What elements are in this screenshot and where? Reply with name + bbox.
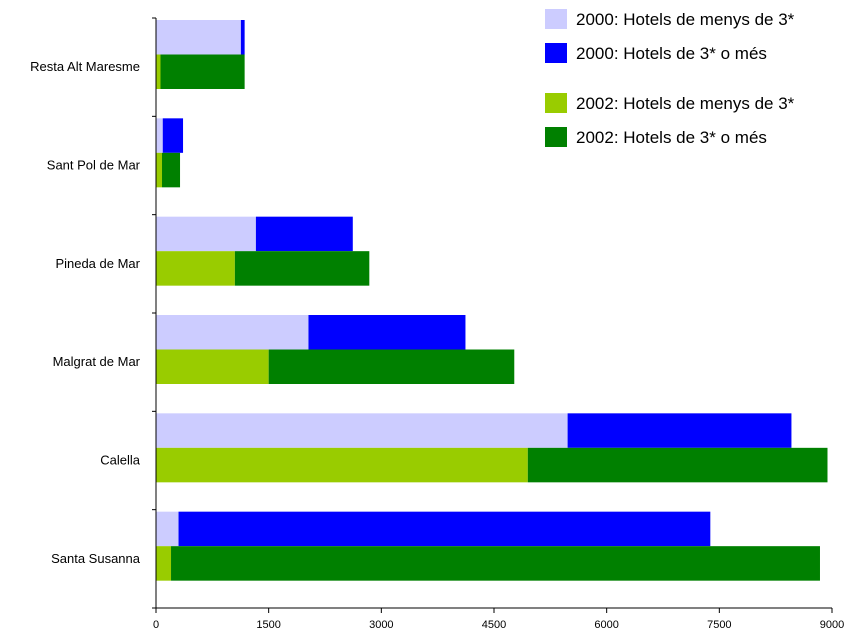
bar-malgrat-de-mar-2000-menys-3 bbox=[156, 315, 309, 350]
category-label-malgrat-de-mar: Malgrat de Mar bbox=[53, 354, 141, 369]
category-label-sant-pol-de-mar: Sant Pol de Mar bbox=[47, 158, 141, 173]
bar-sant-pol-de-mar-2002-3-o-mes bbox=[162, 152, 181, 188]
bars-layer bbox=[156, 20, 828, 581]
legend-swatch-1 bbox=[545, 9, 567, 29]
x-tick-label-9000: 9000 bbox=[820, 619, 844, 631]
bar-pineda-de-mar-2002-3-o-mes bbox=[234, 251, 370, 286]
bar-calella-2000-menys-3 bbox=[156, 413, 568, 448]
bar-pineda-de-mar-2002-menys-3 bbox=[156, 251, 235, 286]
x-tick-label-3000: 3000 bbox=[369, 619, 393, 631]
category-label-calella: Calella bbox=[100, 453, 141, 468]
category-label-pineda-de-mar: Pineda de Mar bbox=[55, 256, 140, 271]
bar-pineda-de-mar-2000-menys-3 bbox=[156, 216, 256, 252]
x-tick-label-6000: 6000 bbox=[594, 619, 618, 631]
bar-resta-alt-maresme-2000-menys-3 bbox=[156, 20, 241, 55]
bar-resta-alt-maresme-2000-3-o-mes bbox=[240, 20, 245, 55]
bar-calella-2000-3-o-mes bbox=[567, 413, 792, 448]
bar-resta-alt-maresme-2002-3-o-mes bbox=[160, 54, 245, 89]
bar-malgrat-de-mar-2000-3-o-mes bbox=[308, 315, 466, 350]
bar-santa-susanna-2002-3-o-mes bbox=[171, 546, 820, 581]
axes-layer: Resta Alt Maresme Sant Pol de Mar Pineda d… bbox=[30, 17, 844, 631]
bar-sant-pol-de-mar-2000-menys-3 bbox=[156, 118, 163, 153]
legend-swatch-4 bbox=[545, 127, 567, 147]
legend-label-3: 2002: Hotels de menys de 3* bbox=[576, 94, 795, 113]
bar-santa-susanna-2000-3-o-mes bbox=[178, 511, 711, 547]
x-tick-label-4500: 4500 bbox=[482, 619, 506, 631]
x-tick-label-7500: 7500 bbox=[707, 619, 731, 631]
bar-calella-2002-3-o-mes bbox=[527, 447, 828, 483]
bar-calella-2002-menys-3 bbox=[156, 447, 528, 483]
legend-swatch-2 bbox=[545, 43, 567, 63]
legend-label-4: 2002: Hotels de 3* o més bbox=[576, 128, 767, 147]
legend: 2000: Hotels de menys de 3* 2000: Hotels … bbox=[545, 9, 795, 147]
bar-malgrat-de-mar-2002-menys-3 bbox=[156, 349, 269, 384]
category-label-santa-susanna: Santa Susanna bbox=[51, 551, 141, 566]
x-tick-label-0: 0 bbox=[153, 619, 159, 631]
bar-pineda-de-mar-2000-3-o-mes bbox=[255, 216, 353, 252]
bar-santa-susanna-2002-menys-3 bbox=[156, 546, 172, 581]
legend-label-2: 2000: Hotels de 3* o més bbox=[576, 44, 767, 63]
x-tick-label-1500: 1500 bbox=[256, 619, 280, 631]
legend-label-1: 2000: Hotels de menys de 3* bbox=[576, 10, 795, 29]
bar-santa-susanna-2000-menys-3 bbox=[156, 511, 179, 547]
bar-malgrat-de-mar-2002-3-o-mes bbox=[268, 349, 515, 384]
bar-resta-alt-maresme-2002-menys-3 bbox=[156, 54, 161, 89]
bar-sant-pol-de-mar-2000-3-o-mes bbox=[162, 118, 184, 153]
category-label-resta-alt-maresme: Resta Alt Maresme bbox=[30, 59, 140, 74]
legend-swatch-3 bbox=[545, 93, 567, 113]
bar-sant-pol-de-mar-2002-menys-3 bbox=[156, 152, 163, 188]
